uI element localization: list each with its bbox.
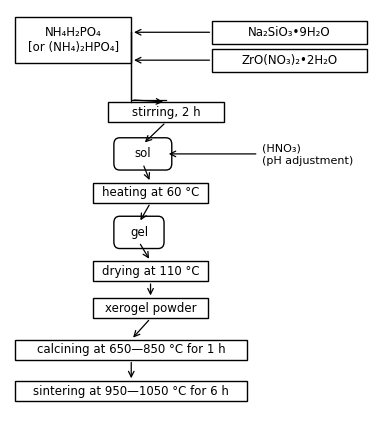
Text: sol: sol [134,147,151,160]
FancyBboxPatch shape [15,381,247,401]
FancyBboxPatch shape [93,183,208,203]
FancyBboxPatch shape [15,17,131,63]
Text: gel: gel [130,226,148,239]
FancyBboxPatch shape [108,102,224,122]
FancyBboxPatch shape [212,49,367,72]
Text: (HNO₃)
(pH adjustment): (HNO₃) (pH adjustment) [262,144,354,166]
FancyBboxPatch shape [114,138,172,170]
Text: calcining at 650—850 °C for 1 h: calcining at 650—850 °C for 1 h [37,343,225,356]
Text: Na₂SiO₃•9H₂O: Na₂SiO₃•9H₂O [248,26,331,39]
Text: heating at 60 °C: heating at 60 °C [102,186,199,199]
Text: drying at 110 °C: drying at 110 °C [102,265,199,278]
Text: NH₄H₂PO₄
[or (NH₄)₂HPO₄]: NH₄H₂PO₄ [or (NH₄)₂HPO₄] [28,26,119,54]
FancyBboxPatch shape [93,261,208,281]
FancyBboxPatch shape [114,216,164,249]
FancyBboxPatch shape [93,298,208,318]
FancyBboxPatch shape [15,340,247,360]
FancyBboxPatch shape [212,21,367,44]
Text: sintering at 950—1050 °C for 6 h: sintering at 950—1050 °C for 6 h [33,385,229,398]
Text: xerogel powder: xerogel powder [105,302,196,315]
Text: stirring, 2 h: stirring, 2 h [132,106,200,119]
Text: ZrO(NO₃)₂•2H₂O: ZrO(NO₃)₂•2H₂O [241,54,338,67]
